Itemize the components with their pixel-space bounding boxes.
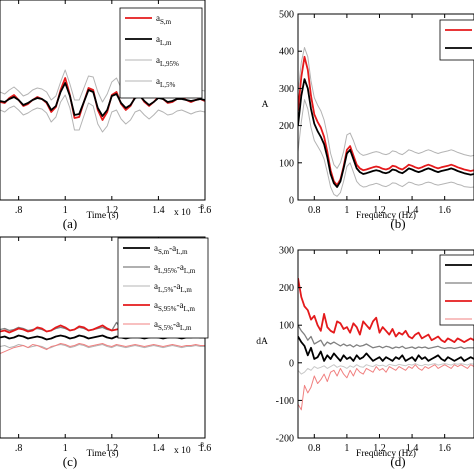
y-tick-label: 0 <box>289 358 294 369</box>
x-tick-label: 1.4 <box>406 443 419 454</box>
x-tick-label: 1.4 <box>152 205 165 216</box>
legend-label: aL,95% <box>156 55 179 68</box>
x-tick-label: 1.6 <box>199 205 212 216</box>
series-group <box>298 47 474 197</box>
panel-label: (a) <box>63 216 77 231</box>
y-tick-label: 300 <box>279 84 294 95</box>
x-axis-label: Frequency (Hz) <box>356 210 416 221</box>
x-axis-exponent: -8 <box>198 441 204 449</box>
legend-label: aL,m <box>156 34 172 47</box>
legend: aS,m-aL,m aL,95%-aL,m aL,5%-aL,m aS,95%-aL,… <box>117 237 209 339</box>
x-tick-label: 0.8 <box>308 443 321 454</box>
x-axis-multiplier: x 10 <box>174 446 191 456</box>
y-tick-label: 200 <box>279 121 294 132</box>
y-tick-label: 300 <box>279 246 294 257</box>
x-tick-label: 1.6 <box>199 443 212 454</box>
series-line-d-0 <box>298 336 474 362</box>
series-line-d-3 <box>298 364 474 411</box>
y-tick-label: 0 <box>289 196 294 207</box>
x-tick-label: 1.2 <box>373 205 386 216</box>
x-tick-label: 0.8 <box>308 205 321 216</box>
y-tick-label: 200 <box>279 283 294 294</box>
chart-panel-b: 0.8 1 1.2 1.4 1.6 0 100 200 300 400 500 Frequency (… <box>262 10 474 231</box>
x-tick-label: 1.2 <box>106 205 119 216</box>
legend-label: aS,95%-aL,m <box>154 300 196 313</box>
series-line-d-4 <box>298 363 474 375</box>
series-line-a-3 <box>0 94 205 133</box>
legend-box <box>439 254 474 326</box>
series-line-d-2 <box>298 278 474 344</box>
x-tick-label: .8 <box>15 443 23 454</box>
x-tick-label: 1.2 <box>373 443 386 454</box>
y-tick-label: -200 <box>276 434 294 445</box>
x-axis-multiplier: x 10 <box>174 208 191 218</box>
x-tick-label: 1 <box>344 443 349 454</box>
legend-box <box>117 237 209 339</box>
legend: aS,m aL,m aL,95% aL,5% <box>119 7 203 99</box>
legend <box>439 19 474 61</box>
panel-label: (d) <box>390 454 405 469</box>
chart-panel-d: 0.8 1 1.2 1.4 1.6 -200 -100 0 100 200 300 Frequency… <box>256 246 474 469</box>
y-axis-label: dA <box>256 337 268 347</box>
x-axis-exponent: -8 <box>198 203 204 211</box>
legend-box <box>439 19 474 61</box>
series-line-c-4 <box>0 343 205 355</box>
x-axis-label: Time (s) <box>86 448 118 459</box>
x-tick-label: .8 <box>15 205 23 216</box>
legend-label: aS,m-aL,m <box>154 243 188 256</box>
x-axis-label: Time (s) <box>86 210 118 221</box>
x-tick-label: 1 <box>344 205 349 216</box>
series-line-b-0 <box>298 55 474 187</box>
series-line-a-1 <box>0 82 205 117</box>
chart-panel-a: .8 1 1.2 1.4 1.6 Time (s) x 10 -8 (a) aS,m aL,m aL,… <box>0 0 211 231</box>
x-tick-label: 1 <box>63 443 68 454</box>
series-line-c-2 <box>0 344 205 350</box>
legend-label: aL,95%-aL,m <box>154 262 196 275</box>
x-tick-label: 1.6 <box>438 205 451 216</box>
panel-label: (c) <box>63 454 77 469</box>
plot-frame <box>297 13 474 201</box>
legend-label: aL,5% <box>156 76 176 89</box>
y-tick-label: 400 <box>279 47 294 58</box>
legend-label: aS,5%-aL,m <box>154 319 192 332</box>
legend-box <box>119 7 203 99</box>
series-line-b-3 <box>298 99 474 197</box>
y-tick-label: 100 <box>279 158 294 169</box>
chart-panel-c: .8 1 1.2 1.4 1.6 Time (s) x 10 -8 (c) aS,m-aL,m aL… <box>0 236 212 469</box>
x-axis-label: Frequency (Hz) <box>356 448 416 459</box>
x-tick-label: 1.2 <box>106 443 119 454</box>
legend-label: aS,m <box>156 13 172 26</box>
plot-frame <box>0 0 206 201</box>
plot-frame <box>297 249 474 439</box>
x-tick-label: 1.6 <box>438 443 451 454</box>
y-tick-label: 500 <box>279 10 294 21</box>
series-group <box>0 69 205 133</box>
legend-label: aL,5%-aL,m <box>154 281 192 294</box>
x-tick-label: 1 <box>63 205 68 216</box>
panel-label: (b) <box>390 216 405 231</box>
series-line-b-1 <box>298 78 474 188</box>
y-axis-label: A <box>262 100 269 110</box>
series-line-d-1 <box>298 324 474 350</box>
y-tick-label: -100 <box>276 396 294 407</box>
series-line-b-2 <box>298 47 474 169</box>
y-tick-label: 100 <box>279 321 294 332</box>
x-tick-label: 1.4 <box>152 443 165 454</box>
x-tick-label: 1.4 <box>406 205 419 216</box>
series-group <box>298 278 474 411</box>
legend <box>439 254 474 326</box>
